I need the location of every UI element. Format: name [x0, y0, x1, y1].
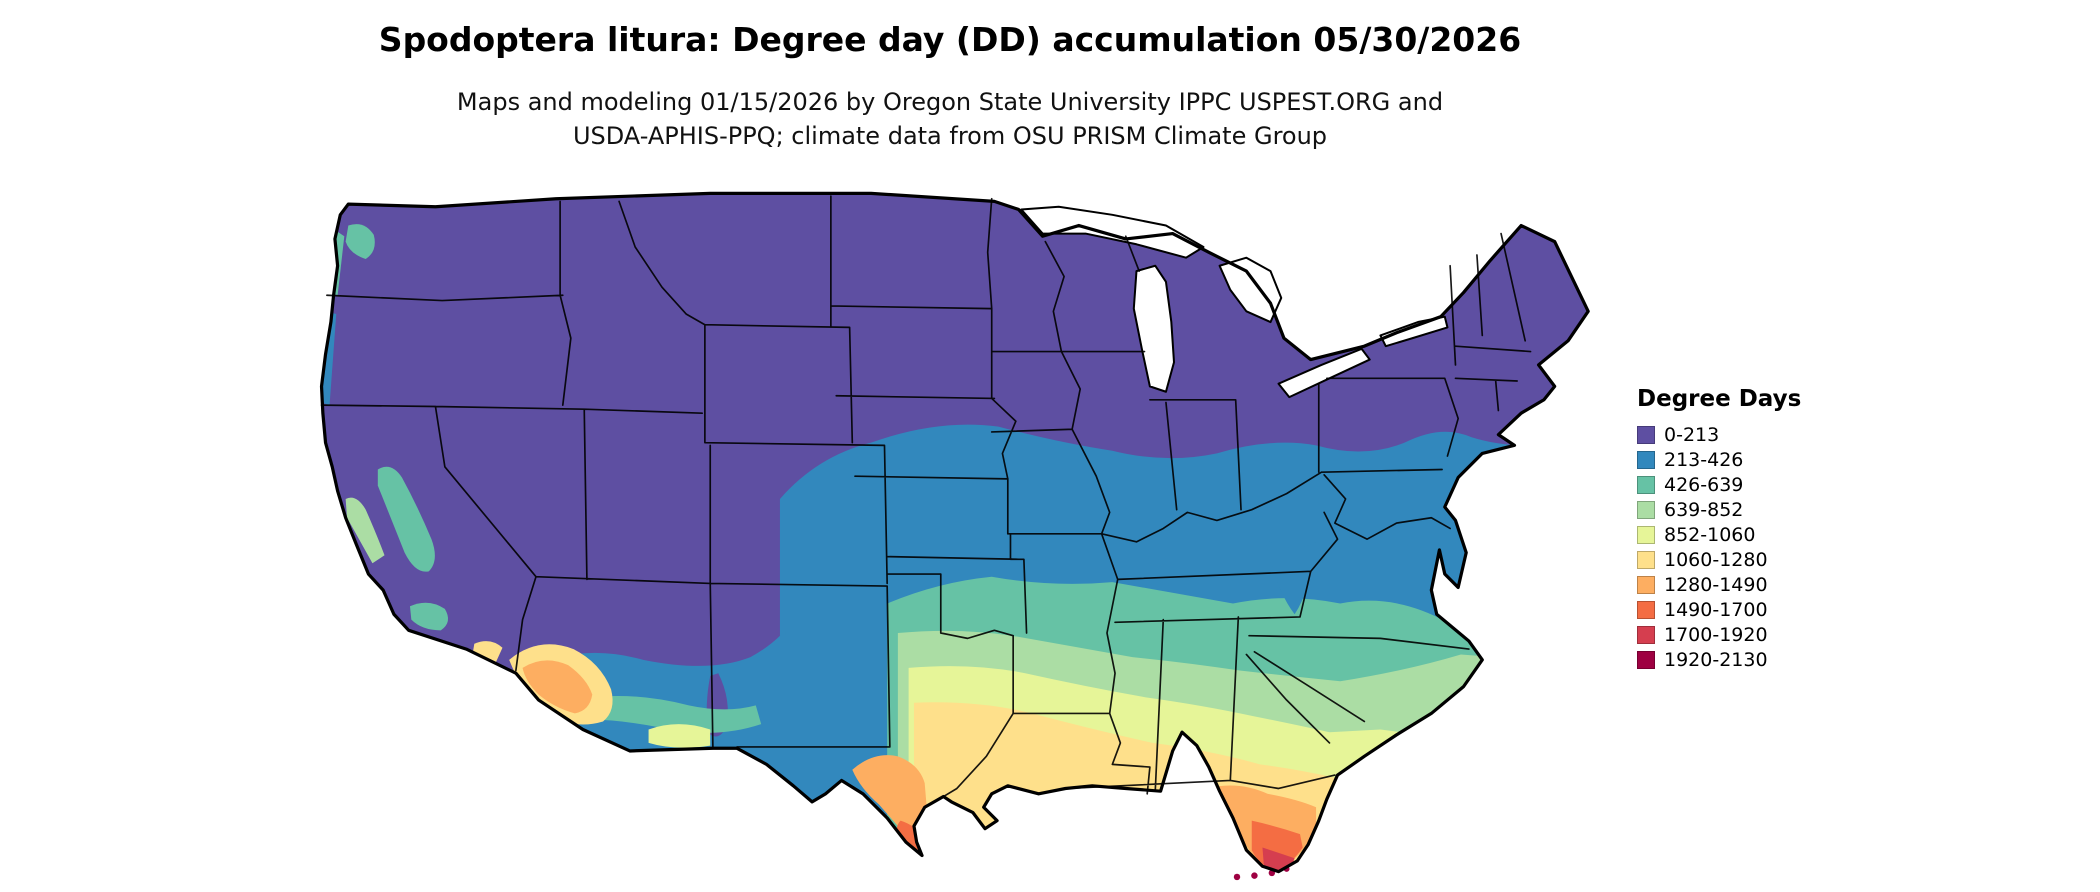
us-outline: [319, 191, 1590, 874]
legend-label: 1490-1700: [1664, 598, 1768, 621]
legend-swatch: [1637, 600, 1655, 619]
puget-sound-teal: [345, 224, 375, 260]
legend-swatch: [1637, 425, 1655, 444]
legend-swatch: [1637, 500, 1655, 519]
header: Spodoptera litura: Degree day (DD) accum…: [0, 20, 1900, 153]
legend-item: 426-639: [1637, 472, 1801, 497]
central-valley-teal: [377, 466, 435, 572]
legend-swatch: [1637, 575, 1655, 594]
lake-michigan: [1132, 264, 1176, 393]
great-lakes: [1020, 205, 1449, 399]
legend-item: 1920-2130: [1637, 647, 1801, 672]
lake-huron: [1218, 256, 1283, 324]
california-coast-green: [345, 497, 385, 564]
legend-swatch: [1637, 625, 1655, 644]
legend-swatch: [1637, 525, 1655, 544]
subtitle-line-1: Maps and modeling 01/15/2026 by Oregon S…: [456, 88, 1444, 116]
legend-label: 639-852: [1664, 498, 1744, 521]
legend-item: 639-852: [1637, 497, 1801, 522]
south-texas-orange: [852, 755, 928, 845]
legend-swatch: [1637, 450, 1655, 469]
page-subtitle: Maps and modeling 01/15/2026 by Oregon S…: [0, 85, 1900, 153]
lake-superior: [1020, 205, 1205, 259]
legend-item: 1490-1700: [1637, 597, 1801, 622]
legend: Degree Days 0-213 213-426 426-639 639-852 85…: [1637, 386, 1801, 672]
legend-swatch: [1637, 650, 1655, 669]
legend-label: 0-213: [1664, 423, 1720, 446]
legend-items: 0-213 213-426 426-639 639-852 852-1060 1060-1…: [1637, 422, 1801, 672]
legend-item: 1700-1920: [1637, 622, 1801, 647]
lake-ontario: [1379, 315, 1449, 348]
keys-dot: [1251, 872, 1258, 879]
legend-item: 1060-1280: [1637, 547, 1801, 572]
legend-item: 852-1060: [1637, 522, 1801, 547]
legend-label: 426-639: [1664, 473, 1744, 496]
degree-day-raster: [321, 193, 1589, 872]
legend-label: 1920-2130: [1664, 648, 1768, 671]
south-florida-red: [1262, 847, 1295, 871]
legend-item: 0-213: [1637, 422, 1801, 447]
legend-swatch: [1637, 550, 1655, 569]
legend-label: 1700-1920: [1664, 623, 1768, 646]
keys-dot: [1233, 873, 1241, 881]
legend-label: 1280-1490: [1664, 573, 1768, 596]
socal-teal-patch: [409, 602, 449, 631]
lake-erie: [1277, 347, 1371, 399]
subtitle-line-2: USDA-APHIS-PPQ; climate data from OSU PR…: [572, 122, 1328, 150]
map-svg: [319, 191, 1590, 881]
legend-label: 1060-1280: [1664, 548, 1768, 571]
state-borders: [320, 195, 1532, 798]
border-palegreen-patch: [648, 724, 711, 748]
legend-title: Degree Days: [1637, 386, 1802, 412]
legend-swatch: [1637, 475, 1655, 494]
arizona-desert-orange: [522, 660, 593, 714]
legend-label: 213-426: [1664, 448, 1744, 471]
appalachian-blue-tongue: [1265, 539, 1317, 615]
legend-item: 1280-1490: [1637, 572, 1801, 597]
us-degree-day-map: [308, 188, 1595, 885]
legend-item: 213-426: [1637, 447, 1801, 472]
page-title: Spodoptera litura: Degree day (DD) accum…: [378, 20, 1522, 59]
legend-label: 852-1060: [1664, 523, 1756, 546]
